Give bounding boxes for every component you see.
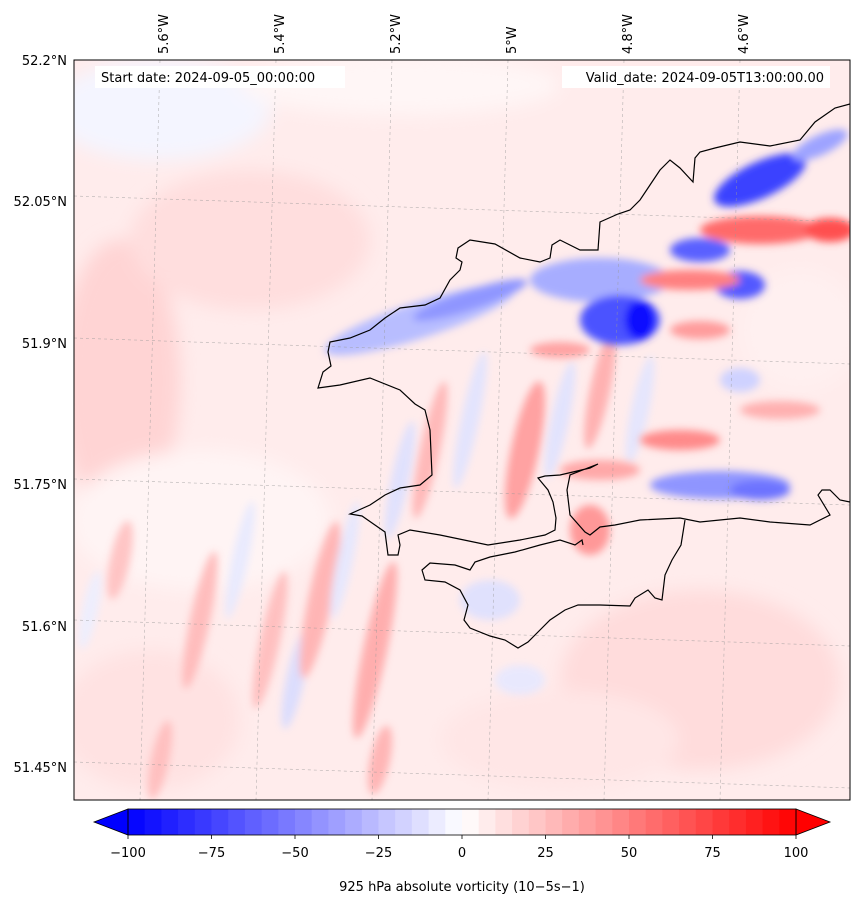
colorbar-extend-min: [92, 808, 129, 836]
colorbar-cell: [345, 809, 363, 835]
colorbar-tick-label: −75: [198, 846, 225, 861]
map-frame: [73, 59, 851, 801]
colorbar-cell: [211, 809, 229, 835]
colorbar-cells: [128, 809, 797, 835]
colorbar-cell: [462, 809, 480, 835]
colorbar-extend-max: [795, 808, 832, 836]
colorbar-cell: [495, 809, 513, 835]
colorbar-tick-label: 0: [458, 846, 466, 861]
colorbar-cell: [445, 809, 463, 835]
colorbar-cell: [144, 809, 162, 835]
colorbar-cell: [562, 809, 580, 835]
colorbar-cell: [745, 809, 764, 835]
lon-tick-label: 4.6°W: [737, 14, 752, 54]
colorbar-cell: [278, 809, 296, 835]
lat-tick-label: 51.6°N: [22, 620, 67, 635]
valid-date-label: Valid_date: 2024-09-05T13:00:00.00: [586, 71, 824, 86]
lat-tick-label: 52.05°N: [14, 195, 67, 210]
lat-tick-label: 51.45°N: [14, 761, 67, 776]
lat-tick-label: 52.2°N: [22, 54, 67, 69]
latitude-ticks: 52.2°N 52.05°N 51.9°N 51.75°N 51.6°N 51.…: [14, 54, 67, 776]
colorbar-tick-label: −100: [110, 846, 146, 861]
lon-tick-label: 5.6°W: [157, 14, 172, 54]
coastline: [317, 103, 850, 649]
map-header: Start date: 2024-09-05_00:00:00 Valid_da…: [95, 66, 830, 88]
colorbar-cell: [228, 809, 246, 835]
vorticity-field: [74, 60, 850, 800]
colorbar-tick-label: 100: [784, 846, 809, 861]
colorbar-tick-label: 50: [621, 846, 638, 861]
colorbar-cell: [261, 809, 279, 835]
colorbar-cell: [395, 809, 413, 835]
colorbar-cell: [762, 809, 780, 835]
colorbar-cell: [178, 809, 196, 835]
colorbar-cell: [712, 809, 730, 835]
colorbar-cell: [295, 809, 313, 835]
start-date-label: Start date: 2024-09-05_00:00:00: [101, 71, 315, 86]
colorbar-cell: [695, 809, 713, 835]
colorbar-cell: [578, 809, 597, 835]
colorbar-cell: [244, 809, 263, 835]
lat-tick-label: 51.9°N: [22, 337, 67, 352]
colorbar-tick-label: 75: [704, 846, 721, 861]
colorbar-cell: [411, 809, 430, 835]
colorbar-cell: [645, 809, 663, 835]
lon-tick-label: 5°W: [505, 26, 520, 54]
colorbar-ticks: [127, 835, 797, 839]
colorbar-cell: [545, 809, 563, 835]
colorbar-cell: [478, 809, 496, 835]
colorbar-cell: [161, 809, 179, 835]
lon-tick-label: 4.8°W: [621, 14, 636, 54]
colorbar-tick-label: 25: [537, 846, 554, 861]
lat-tick-label: 51.75°N: [14, 478, 67, 493]
colorbar-cell: [729, 809, 747, 835]
longitude-ticks: 5.6°W 5.4°W 5.2°W 5°W 4.8°W 4.6°W: [157, 14, 752, 54]
colorbar-cell: [779, 809, 797, 835]
lon-tick-label: 5.4°W: [273, 14, 288, 54]
colorbar-cell: [128, 809, 146, 835]
colorbar-cell: [595, 809, 613, 835]
colorbar-cell: [361, 809, 379, 835]
colorbar-cell: [512, 809, 530, 835]
lon-tick-label: 5.2°W: [389, 14, 404, 54]
colorbar-tick-label: −50: [281, 846, 308, 861]
colorbar-cell: [612, 809, 630, 835]
colorbar-cell: [328, 809, 346, 835]
colorbar-cell: [378, 809, 396, 835]
colorbar-cell: [194, 809, 212, 835]
colorbar: −100 −75 −50 −25 0 25 50 75 100 925 hPa …: [92, 808, 832, 895]
colorbar-tick-label: −25: [365, 846, 392, 861]
colorbar-cell: [428, 809, 446, 835]
colorbar-cell: [679, 809, 697, 835]
colorbar-cell: [662, 809, 680, 835]
colorbar-cell: [629, 809, 647, 835]
colorbar-cell: [528, 809, 546, 835]
colorbar-label: 925 hPa absolute vorticity (10−5s−1): [339, 880, 585, 895]
colorbar-cell: [311, 809, 329, 835]
